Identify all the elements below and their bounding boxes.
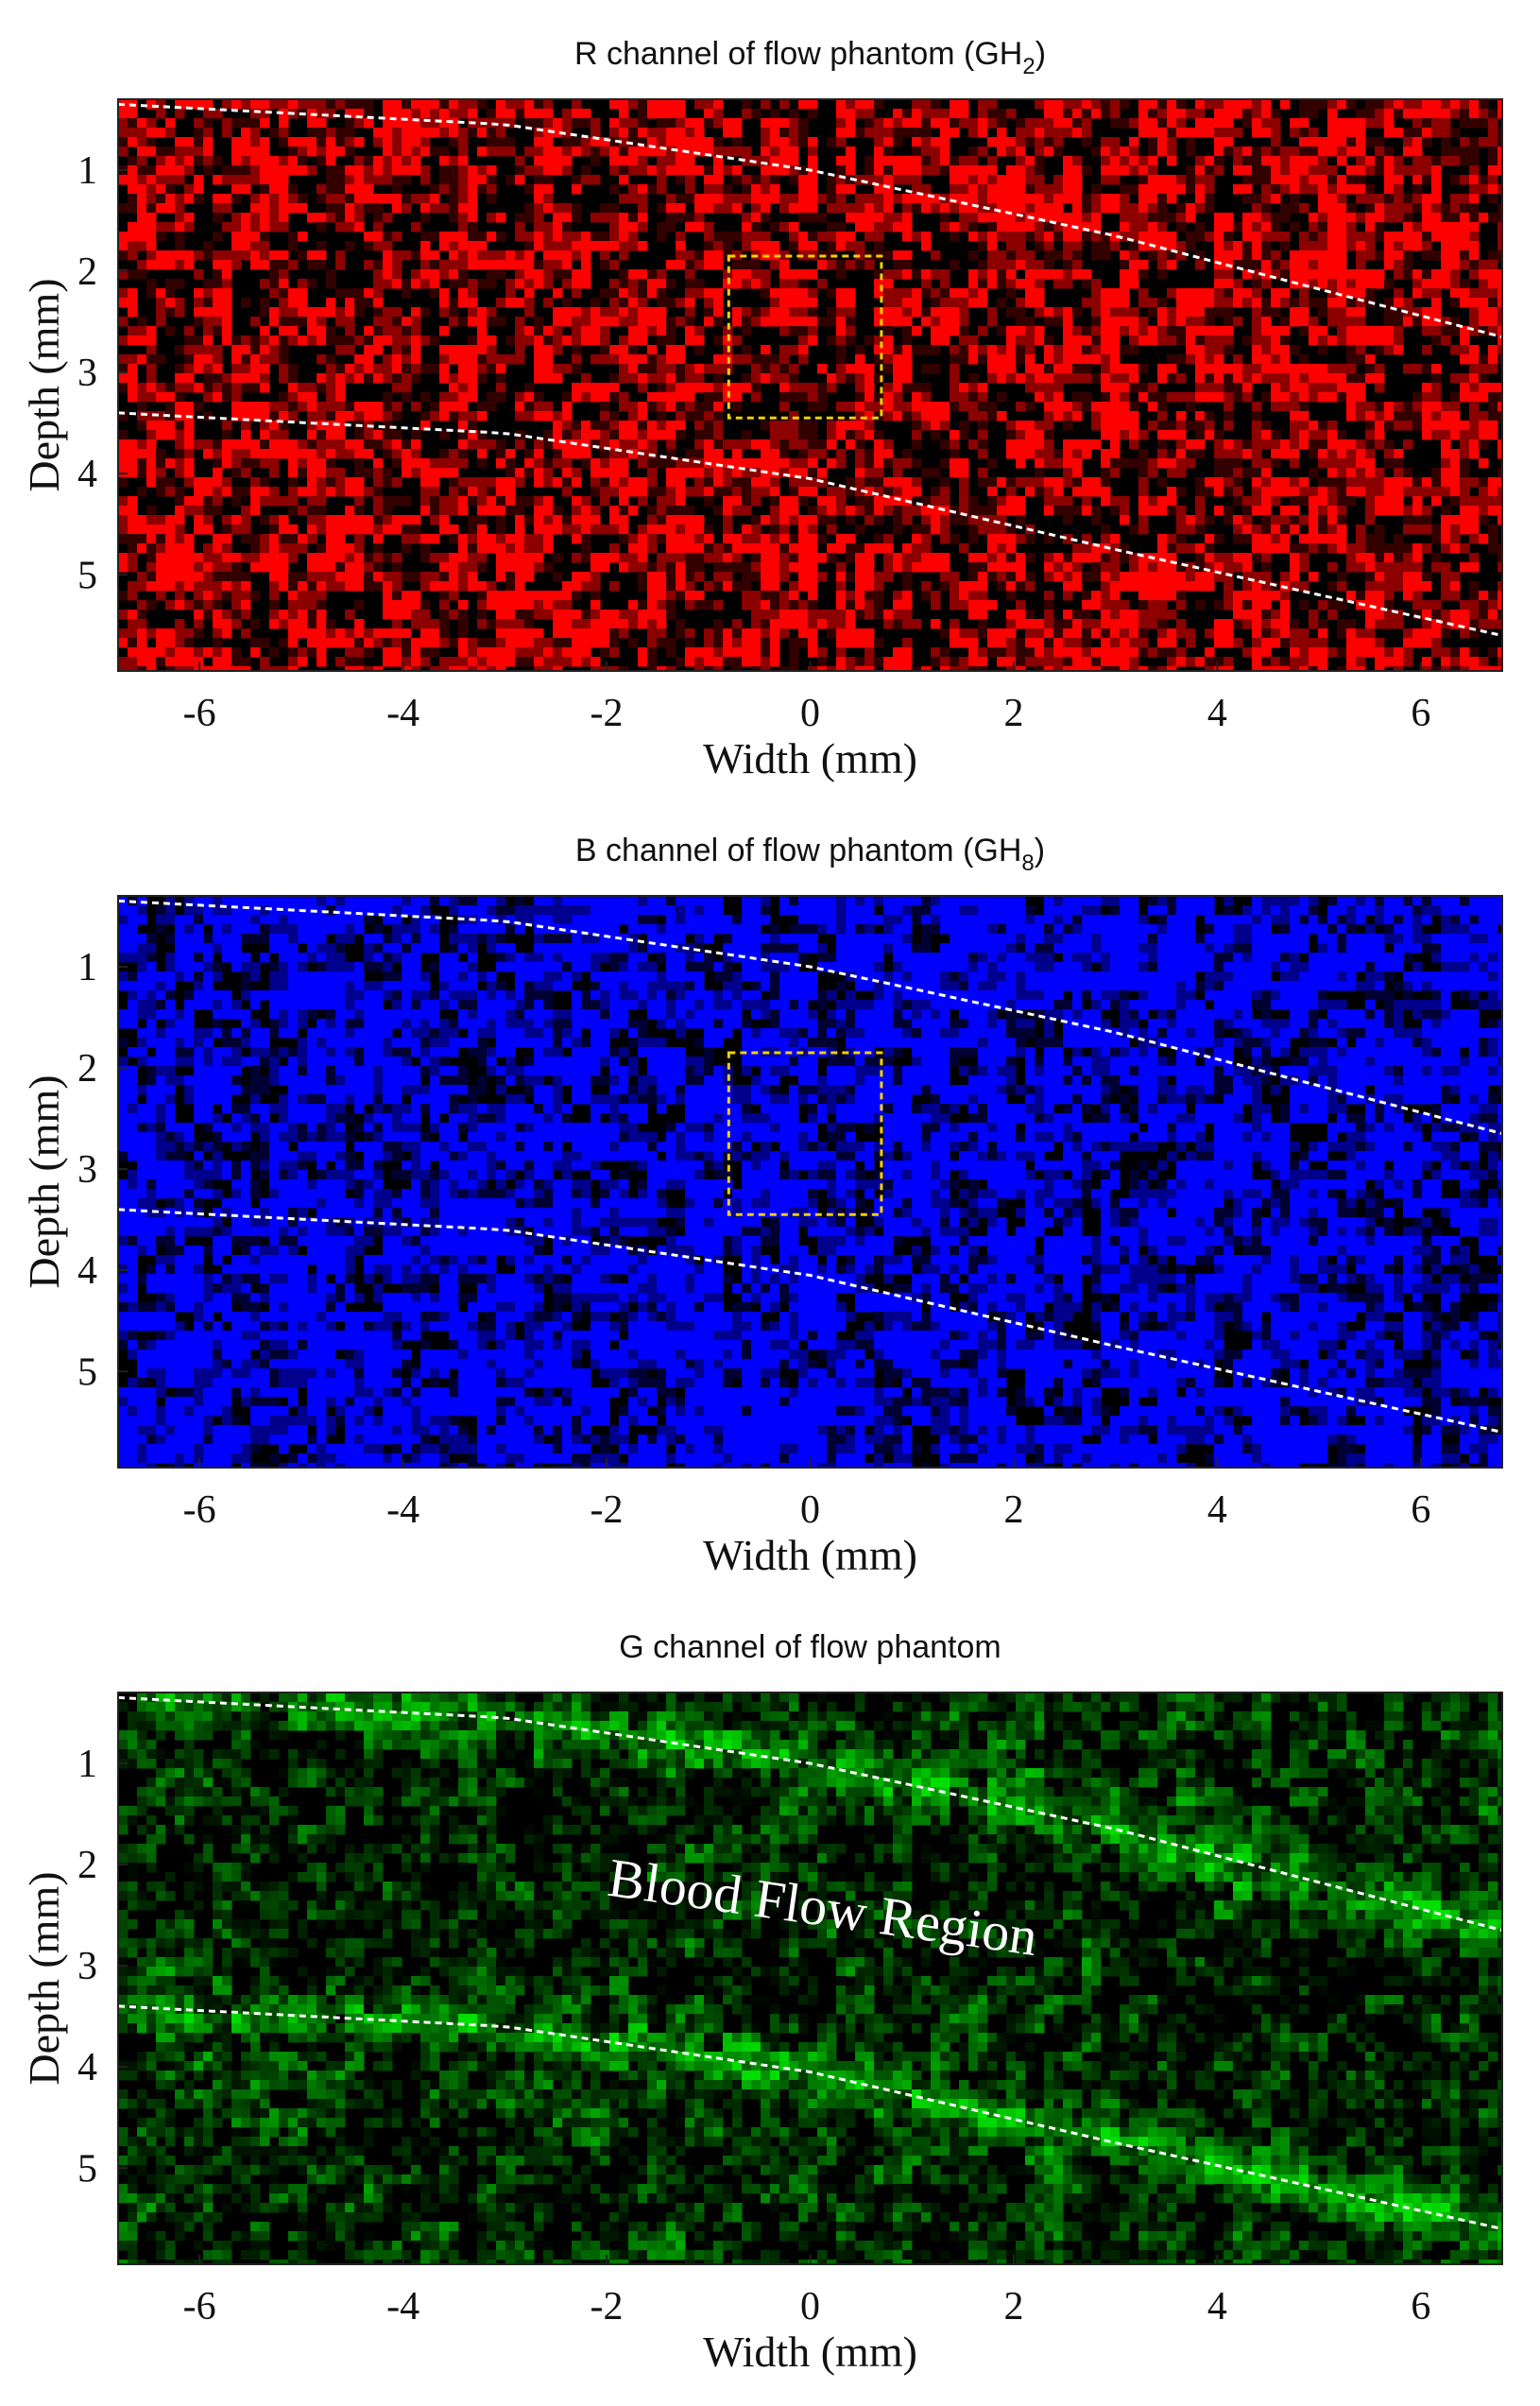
y-tick-label: 5 [77, 554, 97, 597]
y-tick-label: 3 [77, 1945, 97, 1988]
y-tick-label: 4 [77, 453, 97, 496]
x-tick-label: -2 [590, 2285, 624, 2329]
x-tick-label: 6 [1411, 1488, 1430, 1532]
x-tick-label: 4 [1207, 692, 1227, 735]
x-tick-label: 0 [800, 2285, 820, 2329]
y-tick-label: 2 [77, 250, 97, 294]
b-channel-chart: B channel of flow phantom (GH8) -6 -4 -2 0 2 4… [20, 833, 1503, 1579]
y-axis-label: Depth (mm) [20, 1871, 68, 2085]
chart-title: G channel of flow phantom [619, 1629, 1001, 1665]
y-tick-label: 2 [77, 1047, 97, 1091]
x-tick-label: -2 [590, 692, 624, 735]
x-tick-label: 6 [1411, 692, 1430, 735]
y-tick-label: 3 [77, 1148, 97, 1192]
x-tick-label: 2 [1003, 1488, 1023, 1532]
roi-box [727, 254, 883, 420]
y-tick-label: 3 [77, 352, 97, 395]
x-tick-label: 2 [1003, 2285, 1023, 2329]
x-axis-label: Width (mm) [703, 2328, 917, 2376]
vessel-wall-line-1 [117, 1695, 1503, 1933]
roi-box [727, 1051, 883, 1216]
chart-title-end: ) [1035, 36, 1046, 72]
chart-title: R channel of flow phantom (GH2) [574, 36, 1046, 79]
chart-title-end: ) [1035, 833, 1045, 868]
heatmap-image [118, 99, 1502, 671]
r-channel-chart: R channel of flow phantom (GH2) -6 -4 -2 0 2 4… [20, 36, 1503, 782]
y-tick-label: 4 [77, 1249, 97, 1293]
b-channel-panel: B channel of flow phantom (GH8) -6 -4 -2 0 2 4… [0, 797, 1540, 1590]
x-tick-label: 6 [1411, 2285, 1430, 2329]
y-tick-label: 1 [77, 946, 97, 989]
x-tick-label: -6 [183, 1488, 216, 1532]
x-tick-label: 2 [1003, 692, 1023, 735]
y-tick-label: 4 [77, 2046, 97, 2089]
x-tick-label: -4 [386, 2285, 419, 2329]
x-tick-label: -4 [386, 1488, 419, 1532]
vessel-wall-line-2 [117, 411, 1503, 637]
x-tick-label: 0 [800, 1488, 820, 1532]
chart-title-subscript: 8 [1021, 851, 1034, 876]
chart-title-subscript: 2 [1022, 54, 1035, 79]
vessel-wall-line-2 [117, 1208, 1503, 1434]
x-tick-label: 4 [1207, 1488, 1227, 1532]
y-axis-label: Depth (mm) [20, 278, 68, 491]
g-channel-panel: G channel of flow phantom Blood Flow Regi… [0, 1593, 1540, 2387]
chart-title: B channel of flow phantom (GH8) [575, 833, 1045, 876]
vessel-wall-line-1 [117, 102, 1503, 339]
x-tick-label: -2 [590, 1488, 624, 1532]
heatmap-image [118, 896, 1502, 1468]
x-tick-label: -4 [386, 692, 419, 735]
vessel-wall-line-1 [117, 899, 1503, 1136]
r-channel-panel: R channel of flow phantom (GH2) -6 -4 -2 0 2 4… [0, 0, 1540, 794]
x-tick-label: 0 [800, 692, 820, 735]
x-axis-label: Width (mm) [703, 1531, 917, 1579]
x-axis-label: Width (mm) [703, 734, 917, 782]
x-tick-label: -6 [183, 2285, 216, 2329]
vessel-wall-line-2 [117, 2004, 1503, 2230]
y-axis-label: Depth (mm) [20, 1074, 68, 1288]
y-tick-label: 2 [77, 1844, 97, 1887]
y-tick-label: 5 [77, 1350, 97, 1394]
y-tick-label: 1 [77, 1743, 97, 1786]
y-tick-label: 1 [77, 149, 97, 193]
heatmap-image [118, 1693, 1502, 2264]
y-tick-label: 5 [77, 2147, 97, 2191]
x-tick-label: 4 [1207, 2285, 1227, 2329]
x-tick-label: -6 [183, 692, 216, 735]
